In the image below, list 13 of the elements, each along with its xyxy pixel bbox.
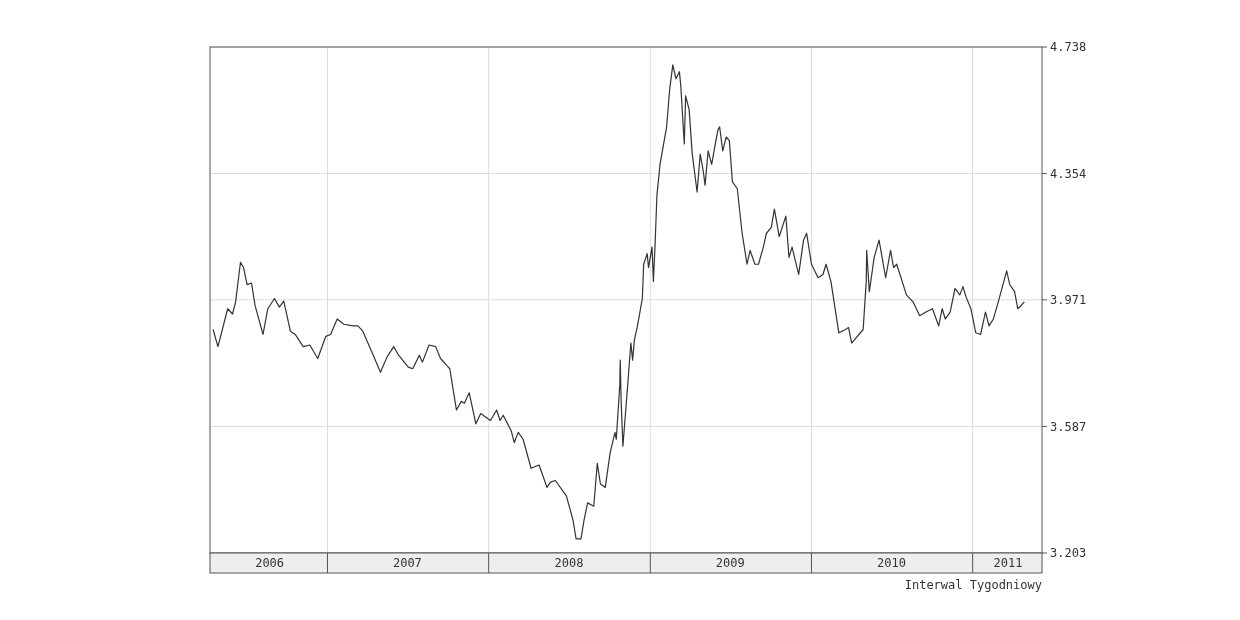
y-tick-label: 3.587 [1050, 419, 1087, 434]
x-tick-label: 2008 [554, 556, 584, 571]
text: Interwal Tygodniowy [904, 578, 1042, 592]
y-tick-label: 3.203 [1050, 546, 1087, 561]
y-tick-label: 4.354 [1050, 166, 1087, 181]
x-tick-label: 2009 [715, 556, 745, 571]
x-tick-label: 2010 [876, 556, 906, 571]
y-tick-label: 4.738 [1050, 40, 1087, 55]
line-series [212, 64, 1025, 540]
y-tick-label: 3.971 [1050, 293, 1087, 308]
x-tick-label: 2007 [392, 556, 422, 571]
x-tick-label: 2011 [993, 556, 1023, 571]
x-tick-label: 2006 [255, 556, 285, 571]
